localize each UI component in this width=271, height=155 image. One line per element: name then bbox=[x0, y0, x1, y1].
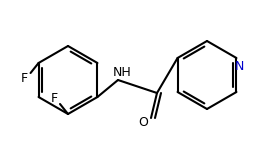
Text: N: N bbox=[235, 60, 244, 73]
Text: F: F bbox=[21, 73, 28, 86]
Text: NH: NH bbox=[113, 66, 131, 80]
Text: O: O bbox=[138, 117, 148, 129]
Text: F: F bbox=[50, 91, 57, 104]
